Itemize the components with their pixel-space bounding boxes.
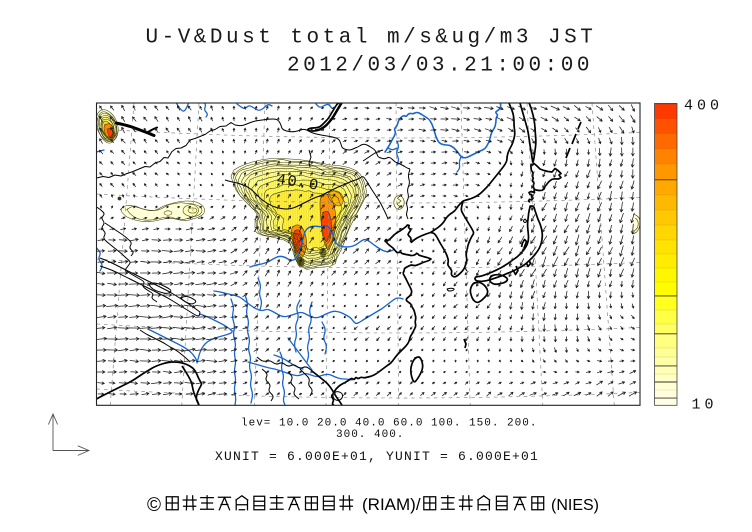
svg-text:©: © [147,495,161,516]
svg-text:U-V&Dust total m/s&ug/m3 JST: U-V&Dust total m/s&ug/m3 JST [146,27,597,50]
svg-text:lev= 10.0 20.0 40.0 60.0 100.: lev= 10.0 20.0 40.0 60.0 100. 150. 200. [241,418,537,430]
svg-text:300. 400.: 300. 400. [336,429,404,441]
svg-text:10: 10 [692,397,718,414]
svg-text:(NIES): (NIES) [551,497,599,514]
svg-text:XUNIT = 6.000E+01, YUNIT = 6.0: XUNIT = 6.000E+01, YUNIT = 6.000E+01 [215,449,539,464]
svg-text:(RIAM)/: (RIAM)/ [362,495,421,514]
svg-text:2012/03/03.21:00:00: 2012/03/03.21:00:00 [287,55,593,78]
svg-text:400: 400 [684,98,723,115]
